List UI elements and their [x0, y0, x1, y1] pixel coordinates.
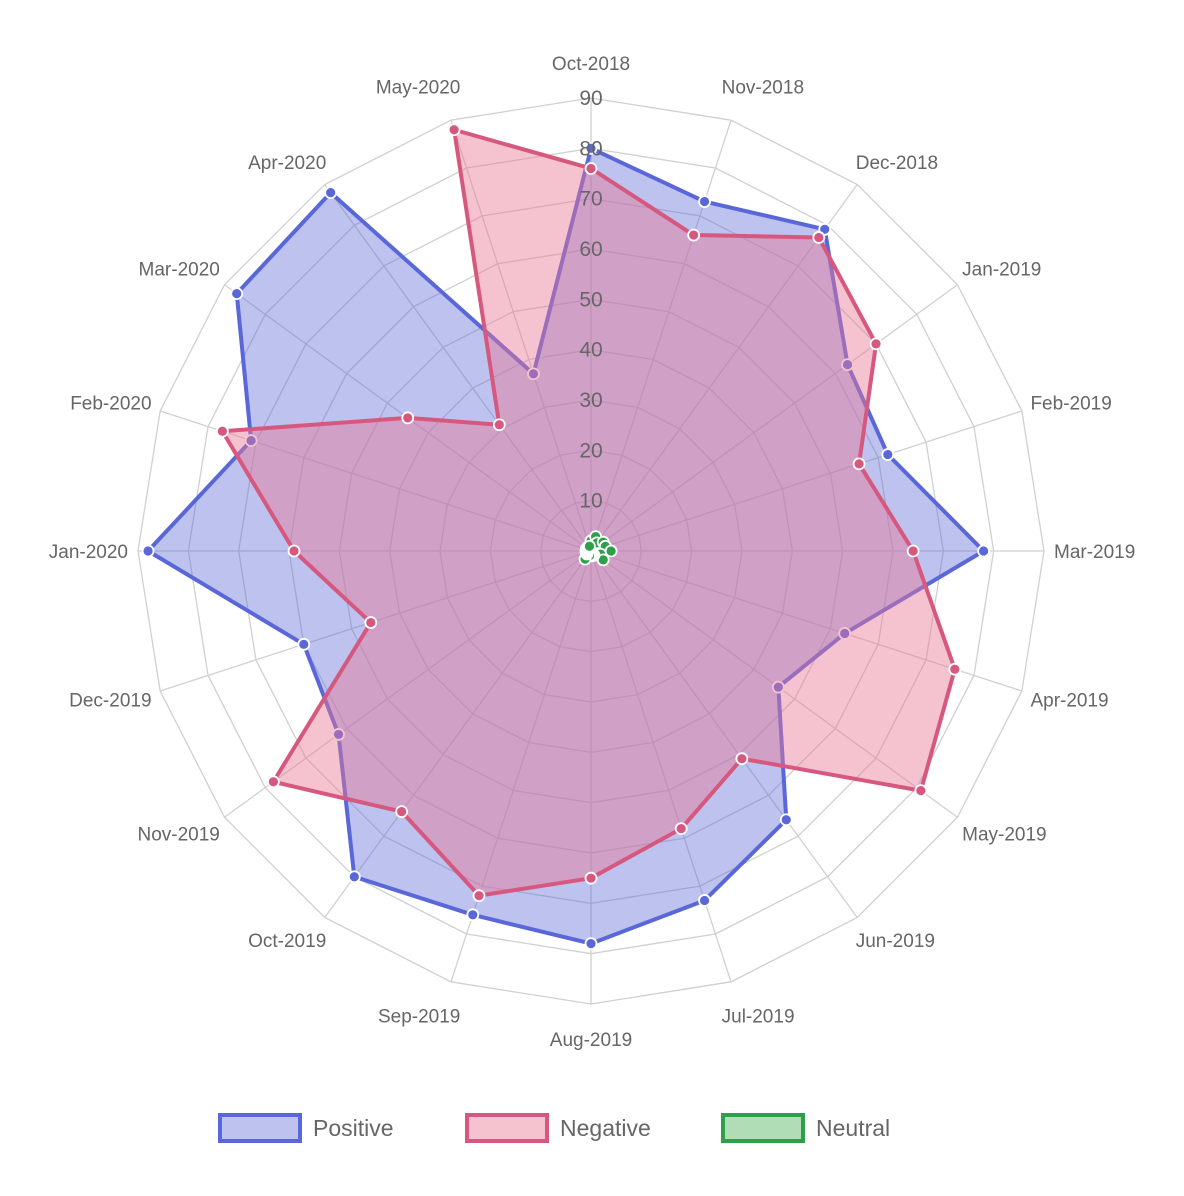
point-positive-5[interactable]: [977, 544, 990, 558]
point-negative-13[interactable]: [266, 775, 280, 789]
category-label: Nov-2018: [722, 78, 804, 99]
point-positive-0[interactable]: [584, 141, 598, 155]
series-neutral: [578, 530, 618, 567]
point-positive-12[interactable]: [347, 870, 361, 884]
point-positive-8[interactable]: [779, 813, 793, 827]
r-tick-label: 90: [579, 87, 602, 110]
point-positive-14[interactable]: [297, 637, 311, 651]
category-label: Jan-2019: [962, 259, 1041, 280]
point-positive-18[interactable]: [324, 186, 338, 200]
category-label: Oct-2019: [248, 931, 326, 952]
grid-spoke-19: [450, 119, 592, 552]
point-positive-4[interactable]: [881, 448, 895, 461]
radar-tick-labels: 10 20 30 40 50 60 70 80 90: [579, 87, 602, 513]
point-negative-8[interactable]: [735, 752, 749, 766]
point-positive-16[interactable]: [244, 434, 258, 447]
point-positive-17[interactable]: [230, 287, 244, 301]
point-negative-2[interactable]: [812, 231, 826, 244]
category-label: Mar-2020: [139, 259, 220, 280]
category-label: Feb-2019: [1030, 393, 1111, 414]
legend-item-negative[interactable]: Negative: [465, 1113, 651, 1143]
legend-label: Negative: [560, 1115, 651, 1141]
point-negative-14[interactable]: [364, 616, 378, 629]
grid-spoke-8: [590, 550, 858, 918]
point-negative-16[interactable]: [216, 424, 229, 438]
category-label: Feb-2020: [70, 393, 151, 414]
grid-spoke-4: [590, 410, 1023, 552]
point-positive-19[interactable]: [527, 367, 540, 381]
category-label: Apr-2019: [1030, 691, 1108, 712]
point-negative-19[interactable]: [447, 123, 461, 137]
point-neutral-19[interactable]: [583, 539, 596, 553]
legend-item-neutral[interactable]: Neutral: [721, 1113, 890, 1143]
point-negative-6[interactable]: [948, 662, 962, 676]
category-label: Nov-2019: [137, 825, 219, 846]
category-label: Jul-2019: [722, 1006, 795, 1027]
grid-spoke-16: [159, 410, 592, 552]
point-negative-11[interactable]: [472, 889, 486, 903]
category-label: May-2020: [376, 78, 461, 99]
category-label: Dec-2019: [69, 691, 151, 712]
category-label: Jun-2019: [856, 931, 935, 952]
point-negative-3[interactable]: [869, 337, 883, 351]
category-label: Jan-2020: [49, 542, 128, 563]
point-positive-10[interactable]: [584, 937, 598, 950]
point-positive-9[interactable]: [698, 894, 711, 907]
grid-spoke-12: [324, 550, 592, 918]
point-positive-15[interactable]: [141, 544, 155, 558]
series-positive: [141, 141, 990, 950]
point-negative-15[interactable]: [287, 544, 301, 558]
r-tick-label: 80: [579, 137, 602, 160]
grid-spoke-13: [224, 550, 592, 818]
point-negative-18[interactable]: [492, 418, 506, 432]
r-tick-label: 30: [579, 389, 602, 412]
r-tick-label: 70: [579, 188, 602, 211]
point-positive-3[interactable]: [841, 358, 854, 372]
grid-spoke-1: [590, 119, 732, 552]
radar-category-labels: Oct-2018 Nov-2018 Dec-2018 Jan-2019 Feb-2019…: [49, 54, 1136, 1051]
point-neutral-5[interactable]: [604, 544, 618, 558]
category-label: Oct-2018: [552, 54, 630, 75]
point-negative-17[interactable]: [401, 411, 415, 425]
point-positive-11[interactable]: [466, 908, 480, 922]
category-label: Dec-2018: [856, 153, 938, 174]
grid-spoke-2: [590, 184, 858, 552]
series-negative: [216, 123, 962, 903]
radar-series-layer: [141, 123, 990, 950]
legend-label: Neutral: [816, 1115, 890, 1141]
point-negative-4[interactable]: [852, 457, 866, 471]
legend-swatch: [218, 1113, 302, 1143]
grid-spoke-3: [590, 284, 958, 552]
point-negative-10[interactable]: [584, 871, 598, 885]
radar-grid-spokes: [138, 98, 1044, 1004]
r-tick-label: 10: [579, 490, 602, 513]
category-label: Mar-2019: [1054, 542, 1135, 563]
point-negative-9[interactable]: [674, 822, 688, 836]
legend-swatch: [721, 1113, 805, 1143]
r-tick-label: 60: [579, 238, 602, 261]
category-label: Aug-2019: [550, 1030, 632, 1051]
r-tick-label: 40: [579, 339, 602, 362]
legend-label: Positive: [313, 1115, 394, 1141]
legend-swatch: [465, 1113, 549, 1143]
r-tick-label: 20: [579, 439, 602, 462]
point-negative-12[interactable]: [395, 805, 409, 819]
grid-spoke-9: [590, 550, 732, 983]
r-tick-label: 50: [579, 288, 602, 311]
category-label: Sep-2019: [378, 1006, 460, 1027]
point-negative-7[interactable]: [914, 784, 928, 798]
point-positive-13[interactable]: [332, 728, 345, 741]
point-positive-7[interactable]: [771, 680, 785, 694]
point-positive-6[interactable]: [838, 627, 852, 640]
legend-item-positive[interactable]: Positive: [218, 1113, 394, 1143]
category-label: May-2019: [962, 825, 1047, 846]
grid-spoke-18: [324, 184, 592, 552]
point-negative-5[interactable]: [906, 544, 920, 558]
point-negative-0[interactable]: [584, 162, 598, 175]
point-negative-1[interactable]: [687, 228, 701, 242]
point-positive-1[interactable]: [698, 195, 711, 208]
legend: Positive Negative Neutral: [218, 1113, 890, 1143]
category-label: Apr-2020: [248, 153, 326, 174]
